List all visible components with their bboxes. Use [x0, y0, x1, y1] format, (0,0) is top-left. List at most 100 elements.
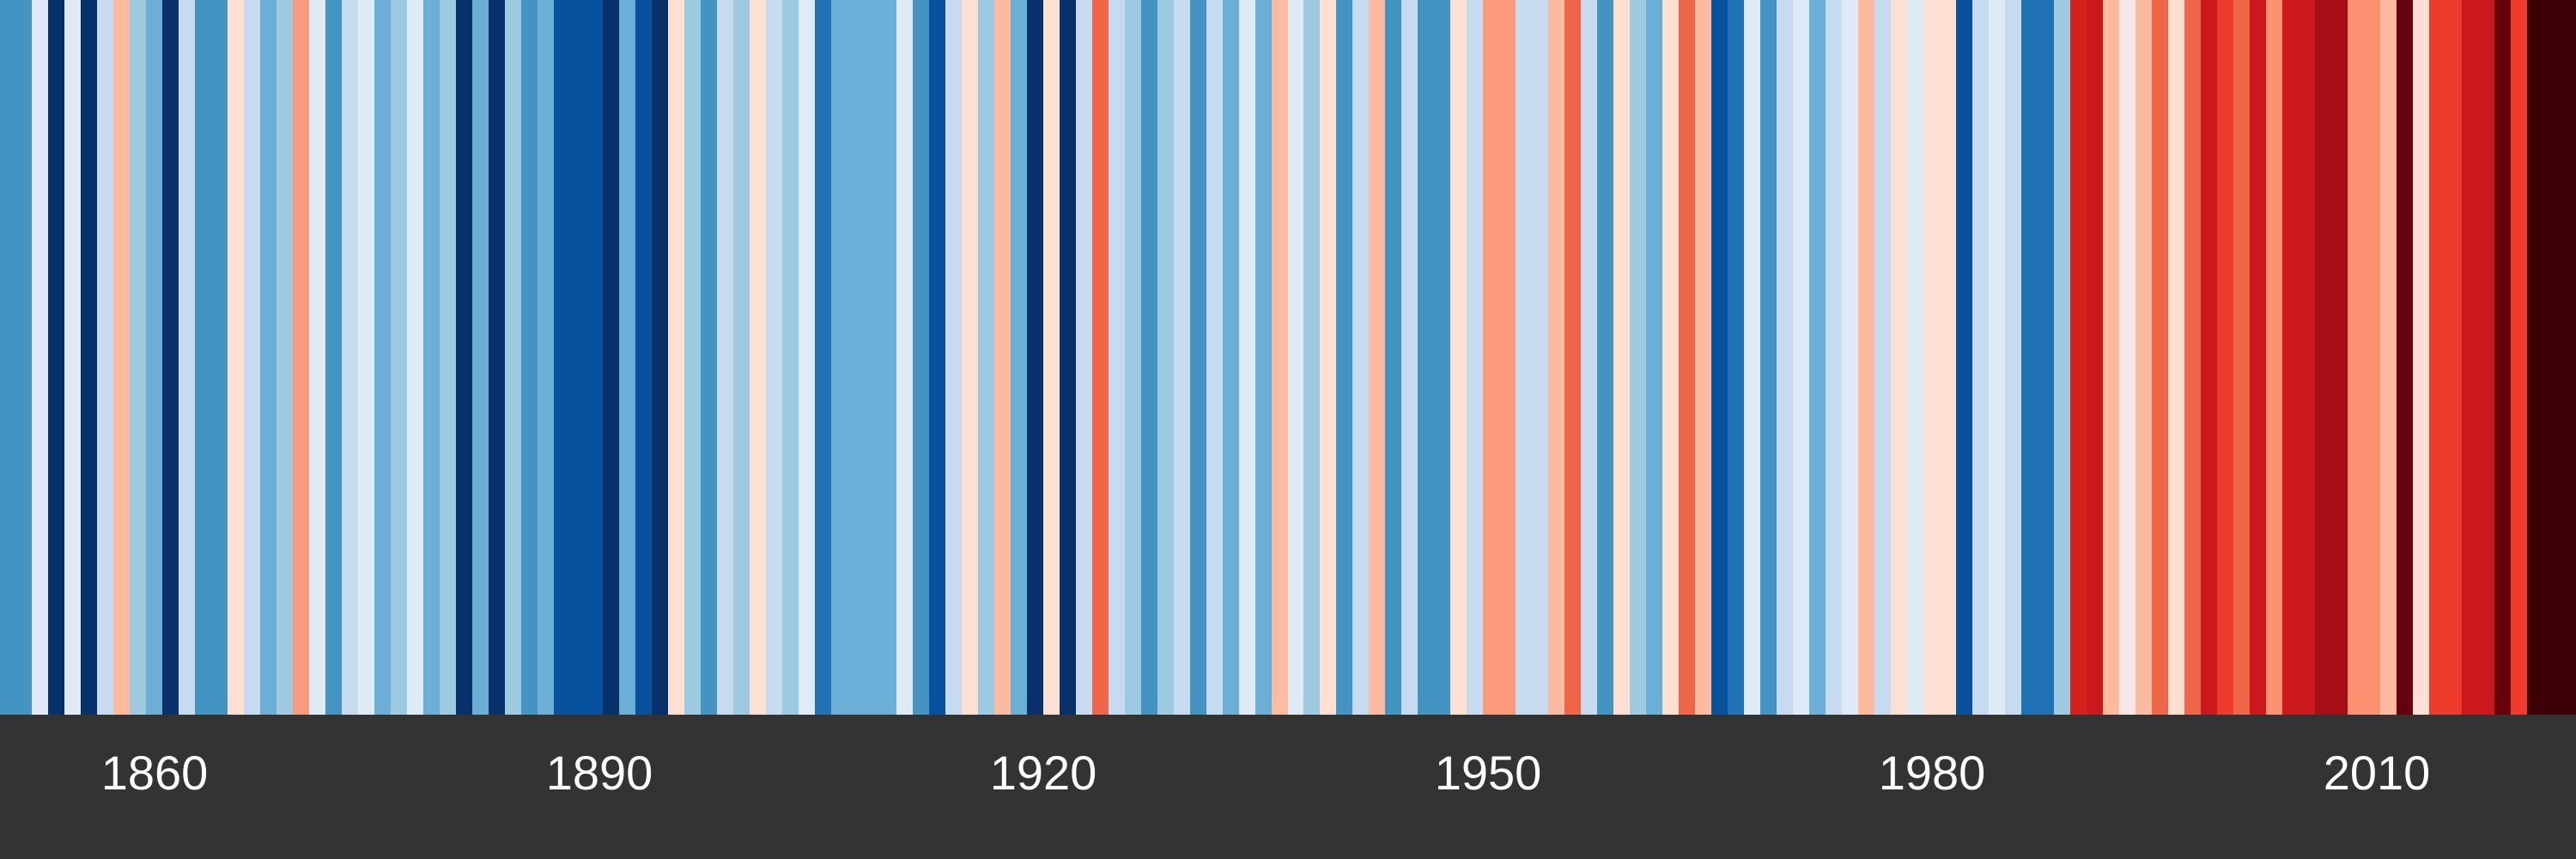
stripe-1858 — [130, 0, 147, 715]
stripe-1877 — [440, 0, 457, 715]
stripe-1870 — [325, 0, 343, 715]
stripe-1948 — [1597, 0, 1614, 715]
stripe-1941 — [1483, 0, 1500, 715]
stripe-1966 — [1891, 0, 1908, 715]
stripe-1996 — [2380, 0, 2397, 715]
stripe-1949 — [1613, 0, 1631, 715]
stripe-2006 — [2543, 0, 2561, 715]
stripe-1865 — [244, 0, 261, 715]
stripe-1957 — [1744, 0, 1761, 715]
tick-label-1890: 1890 — [545, 746, 653, 800]
stripe-1868 — [293, 0, 310, 715]
year-axis — [0, 715, 2576, 859]
stripe-1889 — [635, 0, 653, 715]
stripe-1960 — [1793, 0, 1810, 715]
stripe-1890 — [652, 0, 669, 715]
stripe-1977 — [2070, 0, 2087, 715]
stripe-1918 — [1109, 0, 1126, 715]
stripe-1867 — [276, 0, 294, 715]
stripe-1976 — [2054, 0, 2071, 715]
stripe-1921 — [1157, 0, 1175, 715]
stripe-1937 — [1418, 0, 1435, 715]
stripe-1965 — [1874, 0, 1892, 715]
stripe-1978 — [2087, 0, 2104, 715]
stripe-2005 — [2527, 0, 2544, 715]
tick-label-2010: 2010 — [2323, 746, 2431, 800]
stripe-1973 — [2005, 0, 2022, 715]
stripe-1945 — [1548, 0, 1565, 715]
stripe-1989 — [2266, 0, 2283, 715]
stripe-1872 — [358, 0, 375, 715]
stripe-1967 — [1907, 0, 1924, 715]
stripe-1980 — [2119, 0, 2136, 715]
stripe-1926 — [1239, 0, 1256, 715]
stripe-1943 — [1516, 0, 1533, 715]
tick-label-1920: 1920 — [989, 746, 1097, 800]
stripe-1942 — [1499, 0, 1516, 715]
stripe-1873 — [374, 0, 392, 715]
stripe-1899 — [799, 0, 816, 715]
stripe-1883 — [538, 0, 555, 715]
stripe-1919 — [1125, 0, 1142, 715]
stripe-2007 — [2560, 0, 2576, 715]
stripe-1953 — [1679, 0, 1696, 715]
stripe-1906 — [913, 0, 930, 715]
stripe-1984 — [2184, 0, 2202, 715]
stripe-1946 — [1564, 0, 1582, 715]
stripe-1956 — [1728, 0, 1745, 715]
stripe-1904 — [880, 0, 897, 715]
stripe-1935 — [1385, 0, 1402, 715]
tick-label-1860: 1860 — [100, 746, 209, 800]
stripe-1898 — [782, 0, 799, 715]
stripe-1881 — [505, 0, 522, 715]
stripe-1878 — [456, 0, 473, 715]
stripe-1990 — [2282, 0, 2300, 715]
stripe-1915 — [1060, 0, 1077, 715]
stripe-1975 — [2038, 0, 2055, 715]
stripe-1954 — [1695, 0, 1712, 715]
stripe-1963 — [1842, 0, 1859, 715]
stripe-1939 — [1450, 0, 1467, 715]
stripe-1871 — [342, 0, 359, 715]
stripe-1947 — [1581, 0, 1598, 715]
stripe-1902 — [848, 0, 865, 715]
stripe-1981 — [2136, 0, 2153, 715]
stripe-1894 — [717, 0, 734, 715]
stripe-2004 — [2511, 0, 2528, 715]
stripe-1993 — [2331, 0, 2348, 715]
stripe-1910 — [978, 0, 995, 715]
stripe-1940 — [1467, 0, 1484, 715]
stripe-1968 — [1923, 0, 1941, 715]
stripe-1851 — [15, 0, 33, 715]
stripe-1974 — [2021, 0, 2038, 715]
stripe-1972 — [1989, 0, 2006, 715]
stripe-1932 — [1336, 0, 1353, 715]
stripe-1876 — [423, 0, 440, 715]
stripe-1908 — [945, 0, 963, 715]
stripe-2002 — [2478, 0, 2495, 715]
stripe-1917 — [1092, 0, 1109, 715]
stripe-1896 — [750, 0, 767, 715]
stripe-1911 — [994, 0, 1012, 715]
stripe-1856 — [97, 0, 114, 715]
stripe-1999 — [2429, 0, 2446, 715]
stripe-2001 — [2462, 0, 2479, 715]
stripe-1931 — [1320, 0, 1337, 715]
stripe-1992 — [2315, 0, 2332, 715]
stripe-1983 — [2168, 0, 2185, 715]
stripe-1916 — [1076, 0, 1093, 715]
stripe-1925 — [1223, 0, 1240, 715]
stripe-1885 — [570, 0, 587, 715]
stripe-1944 — [1532, 0, 1549, 715]
stripe-1923 — [1190, 0, 1207, 715]
stripe-1861 — [179, 0, 196, 715]
stripe-2000 — [2445, 0, 2463, 715]
stripe-1854 — [64, 0, 82, 715]
stripe-1893 — [701, 0, 718, 715]
stripes-svg — [0, 0, 2576, 715]
stripe-1884 — [554, 0, 571, 715]
stripe-1903 — [864, 0, 881, 715]
stripe-1880 — [489, 0, 506, 715]
stripe-1997 — [2397, 0, 2414, 715]
stripe-1951 — [1646, 0, 1663, 715]
